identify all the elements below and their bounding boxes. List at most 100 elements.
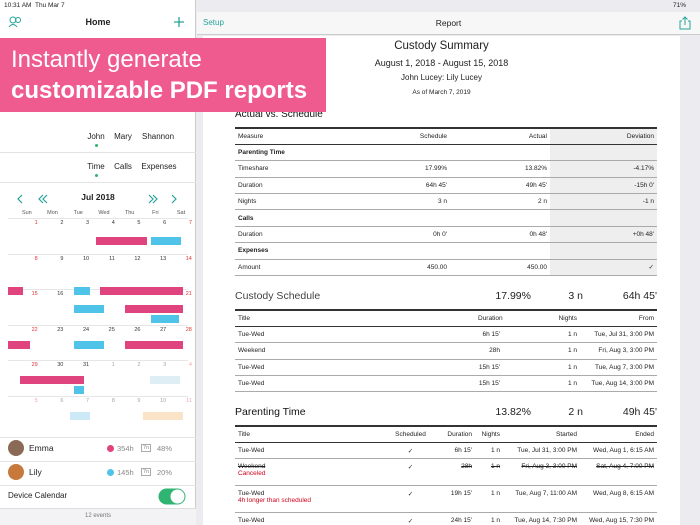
- people-icon[interactable]: [8, 16, 22, 28]
- column-header: Nights: [503, 308, 580, 327]
- day-number[interactable]: 10: [82, 255, 90, 262]
- calendar-event[interactable]: [143, 411, 183, 420]
- calendar-event[interactable]: [125, 340, 183, 349]
- cell-text: 15h 15': [478, 363, 500, 371]
- day-number[interactable]: 11: [186, 397, 192, 404]
- day-number[interactable]: 31: [82, 362, 90, 368]
- person-tab[interactable]: Mary: [114, 132, 132, 141]
- day-number[interactable]: 14: [185, 255, 192, 262]
- day-number[interactable]: 9: [60, 255, 64, 262]
- day-number[interactable]: 7: [188, 220, 192, 226]
- calendar-event[interactable]: [20, 376, 84, 384]
- row-line: [0, 437, 196, 438]
- day-number[interactable]: 2: [137, 362, 141, 368]
- table-header: Title Scheduled Duration Nights Started Ended: [235, 424, 657, 443]
- cell-text: 2 n: [537, 198, 547, 206]
- day-number[interactable]: 1: [111, 362, 115, 368]
- day-number[interactable]: 1: [34, 220, 38, 226]
- person-name: Emma: [29, 443, 54, 453]
- cell-text: 0h 48': [529, 231, 547, 239]
- day-number[interactable]: 4: [111, 220, 115, 226]
- add-button[interactable]: [173, 16, 185, 28]
- column-header: Nights: [475, 424, 503, 443]
- calendar-event[interactable]: [74, 340, 104, 349]
- column-header: Started: [503, 424, 580, 443]
- column-header: Schedule: [385, 126, 450, 145]
- group-filler: [550, 242, 657, 260]
- day-number[interactable]: 15: [31, 291, 38, 297]
- day-number[interactable]: 3: [86, 220, 90, 226]
- day-number[interactable]: 9: [137, 397, 141, 404]
- cell-text: Amount: [238, 263, 261, 271]
- day-number[interactable]: 30: [57, 362, 64, 368]
- table-cell: Tue-Wed: [235, 359, 475, 377]
- column-header: Actual: [450, 126, 550, 145]
- calendar-event[interactable]: [74, 286, 90, 295]
- table-row: Duration 0h 0' 0h 48' +0h 48': [235, 226, 657, 244]
- weekday: Tue: [73, 210, 83, 216]
- view-tab[interactable]: Expenses: [141, 162, 177, 171]
- table-row: Weekend Canceled ✓ 28h 1 n Fri, Aug 3, 3:00 P…: [235, 458, 657, 487]
- day-number[interactable]: 29: [31, 362, 38, 368]
- week-line: [8, 395, 188, 397]
- separator: [0, 182, 196, 183]
- day-number[interactable]: 21: [185, 291, 192, 297]
- day-number[interactable]: 22: [31, 326, 38, 333]
- cell-text: 15h 15': [478, 380, 500, 388]
- row-note: Canceled: [238, 470, 266, 478]
- table-cell: ✓: [385, 442, 436, 460]
- calendar-event[interactable]: [8, 340, 30, 349]
- day-number[interactable]: 7: [86, 397, 90, 404]
- cell-text: Tue, Jul 31, 3:00 PM: [594, 331, 654, 339]
- day-number[interactable]: 26: [134, 326, 141, 333]
- calendar-event[interactable]: [100, 286, 183, 295]
- day-number[interactable]: 8: [111, 397, 115, 404]
- table-cell: 64h 45': [385, 177, 450, 195]
- cell-text: 49h 45': [525, 181, 547, 189]
- day-number[interactable]: 24: [82, 326, 90, 333]
- view-tab[interactable]: Time: [87, 162, 105, 171]
- calendar-event[interactable]: [96, 237, 147, 245]
- calendar-event[interactable]: [70, 411, 90, 420]
- day-number[interactable]: 6: [60, 397, 64, 404]
- day-number[interactable]: 5: [34, 397, 38, 404]
- setup-button[interactable]: Setup: [203, 18, 224, 27]
- day-number[interactable]: 13: [160, 255, 167, 262]
- calendar-event[interactable]: [74, 386, 84, 394]
- day-number[interactable]: 27: [160, 326, 167, 333]
- day-number[interactable]: 25: [108, 326, 115, 333]
- weekday: Fri: [152, 210, 159, 216]
- calendar-event[interactable]: [150, 376, 180, 384]
- day-number[interactable]: 28: [185, 326, 192, 333]
- calendar-event[interactable]: [74, 305, 104, 313]
- status-time: 10:31 AM: [4, 2, 32, 9]
- person-tab[interactable]: John: [87, 132, 105, 141]
- month-nav[interactable]: [0, 194, 196, 204]
- person-tab[interactable]: Shannon: [141, 132, 175, 141]
- day-number[interactable]: 3: [163, 362, 167, 368]
- section-stat: 49h 45': [622, 406, 657, 418]
- cell-text: 17.99%: [424, 165, 447, 173]
- day-number[interactable]: 12: [134, 255, 141, 262]
- view-tab[interactable]: Calls: [114, 162, 132, 171]
- day-number[interactable]: 8: [34, 255, 38, 262]
- day-number[interactable]: 10: [160, 397, 167, 404]
- day-number[interactable]: 11: [109, 255, 115, 262]
- day-number[interactable]: 2: [60, 220, 64, 226]
- day-number[interactable]: 23: [57, 326, 64, 333]
- day-number[interactable]: 16: [57, 291, 64, 297]
- toggle[interactable]: [158, 488, 186, 505]
- day-number[interactable]: 5: [137, 220, 141, 226]
- share-button[interactable]: [679, 16, 691, 30]
- banner-line: customizable PDF reports: [11, 77, 308, 104]
- table-cell: Tue, Aug 14, 7:30 PM: [503, 512, 580, 525]
- calendar-event[interactable]: [151, 315, 179, 323]
- day-number[interactable]: 6: [163, 220, 167, 226]
- day-number[interactable]: 4: [188, 362, 192, 368]
- report-table: Title Scheduled Duration Nights Started Ended…: [235, 424, 657, 525]
- calendar-event[interactable]: [8, 286, 23, 295]
- calendar-event[interactable]: [151, 237, 181, 245]
- calendar-event[interactable]: [125, 305, 183, 313]
- avatar: [8, 464, 24, 480]
